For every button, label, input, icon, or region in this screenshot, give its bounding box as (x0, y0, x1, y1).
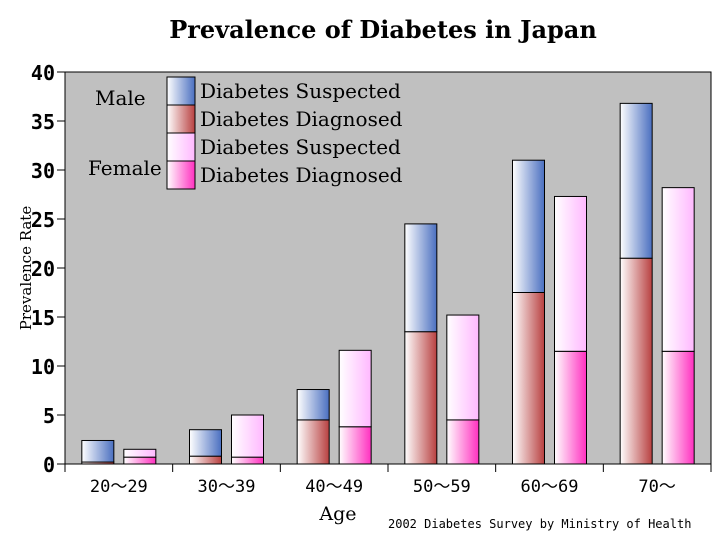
y-tick-label: 35 (31, 110, 55, 134)
legend-group-male: Male (95, 86, 146, 110)
x-tick-label: 50～59 (413, 477, 471, 497)
chart-title: Prevalence of Diabetes in Japan (169, 15, 597, 44)
y-tick-label: 5 (43, 404, 55, 428)
y-tick-label: 30 (31, 159, 55, 183)
legend-entry-label: Diabetes Diagnosed (200, 163, 403, 187)
legend-group-female: Female (88, 156, 162, 180)
x-tick-label: 70～ (638, 477, 675, 497)
bar-male-diabetes-suspected (619, 102, 653, 259)
x-axis-label: Age (318, 503, 356, 525)
bar-female-diabetes-diagnosed (231, 456, 264, 465)
y-tick-label: 25 (31, 208, 55, 232)
axes: 0 5 10 15 20 25 30 35 40 20～29 30～39 40～49 50～59 60～6… (31, 61, 712, 497)
y-tick-label: 0 (43, 453, 55, 477)
legend-swatch (166, 104, 196, 134)
bar-female-diabetes-suspected (123, 448, 157, 458)
y-tick-label: 40 (31, 61, 55, 85)
legend-entry-label: Diabetes Diagnosed (200, 107, 403, 131)
bar-female-diabetes-diagnosed (338, 426, 372, 465)
y-tick-label: 10 (31, 355, 55, 379)
bars (81, 102, 695, 465)
legend-swatch (166, 76, 196, 106)
bar-female-diabetes-suspected (338, 349, 372, 428)
bar-female-diabetes-suspected (661, 187, 695, 352)
bar-male-diabetes-diagnosed (189, 455, 222, 465)
bar-female-diabetes-suspected (446, 314, 480, 421)
bar-female-diabetes-suspected (554, 195, 587, 352)
legend-entry-label: Diabetes Suspected (200, 79, 401, 103)
bar-male-diabetes-diagnosed (512, 292, 545, 465)
bar-male-diabetes-suspected (512, 159, 545, 293)
y-tick-label: 20 (31, 257, 55, 281)
x-tick-label: 60～69 (521, 477, 579, 497)
bar-female-diabetes-diagnosed (554, 350, 587, 465)
legend-swatch (166, 132, 196, 162)
bar-male-diabetes-suspected (81, 439, 115, 463)
bar-female-diabetes-diagnosed (661, 350, 695, 465)
bar-female-diabetes-diagnosed (446, 419, 480, 465)
x-tick-label: 20～29 (90, 477, 148, 497)
bar-male-diabetes-diagnosed (296, 419, 330, 465)
bar-male-diabetes-diagnosed (404, 331, 438, 465)
bar-female-diabetes-diagnosed (123, 456, 157, 465)
y-axis-label: Prevalence Rate (17, 206, 35, 331)
bar-male-diabetes-suspected (404, 223, 438, 333)
bar-male-diabetes-suspected (189, 429, 222, 457)
legend: Diabetes Suspected Diabetes Diagnosed Diab… (88, 76, 403, 190)
bar-male-diabetes-diagnosed (619, 257, 653, 465)
x-tick-label: 40～49 (305, 477, 363, 497)
legend-swatch (166, 160, 196, 190)
y-tick-label: 15 (31, 306, 55, 330)
bar-male-diabetes-suspected (296, 389, 330, 421)
x-tick-label: 30～39 (198, 477, 256, 497)
source-note: 2002 Diabetes Survey by Ministry of Heal… (388, 517, 691, 531)
bar-female-diabetes-suspected (231, 414, 264, 458)
legend-entry-label: Diabetes Suspected (200, 135, 401, 159)
